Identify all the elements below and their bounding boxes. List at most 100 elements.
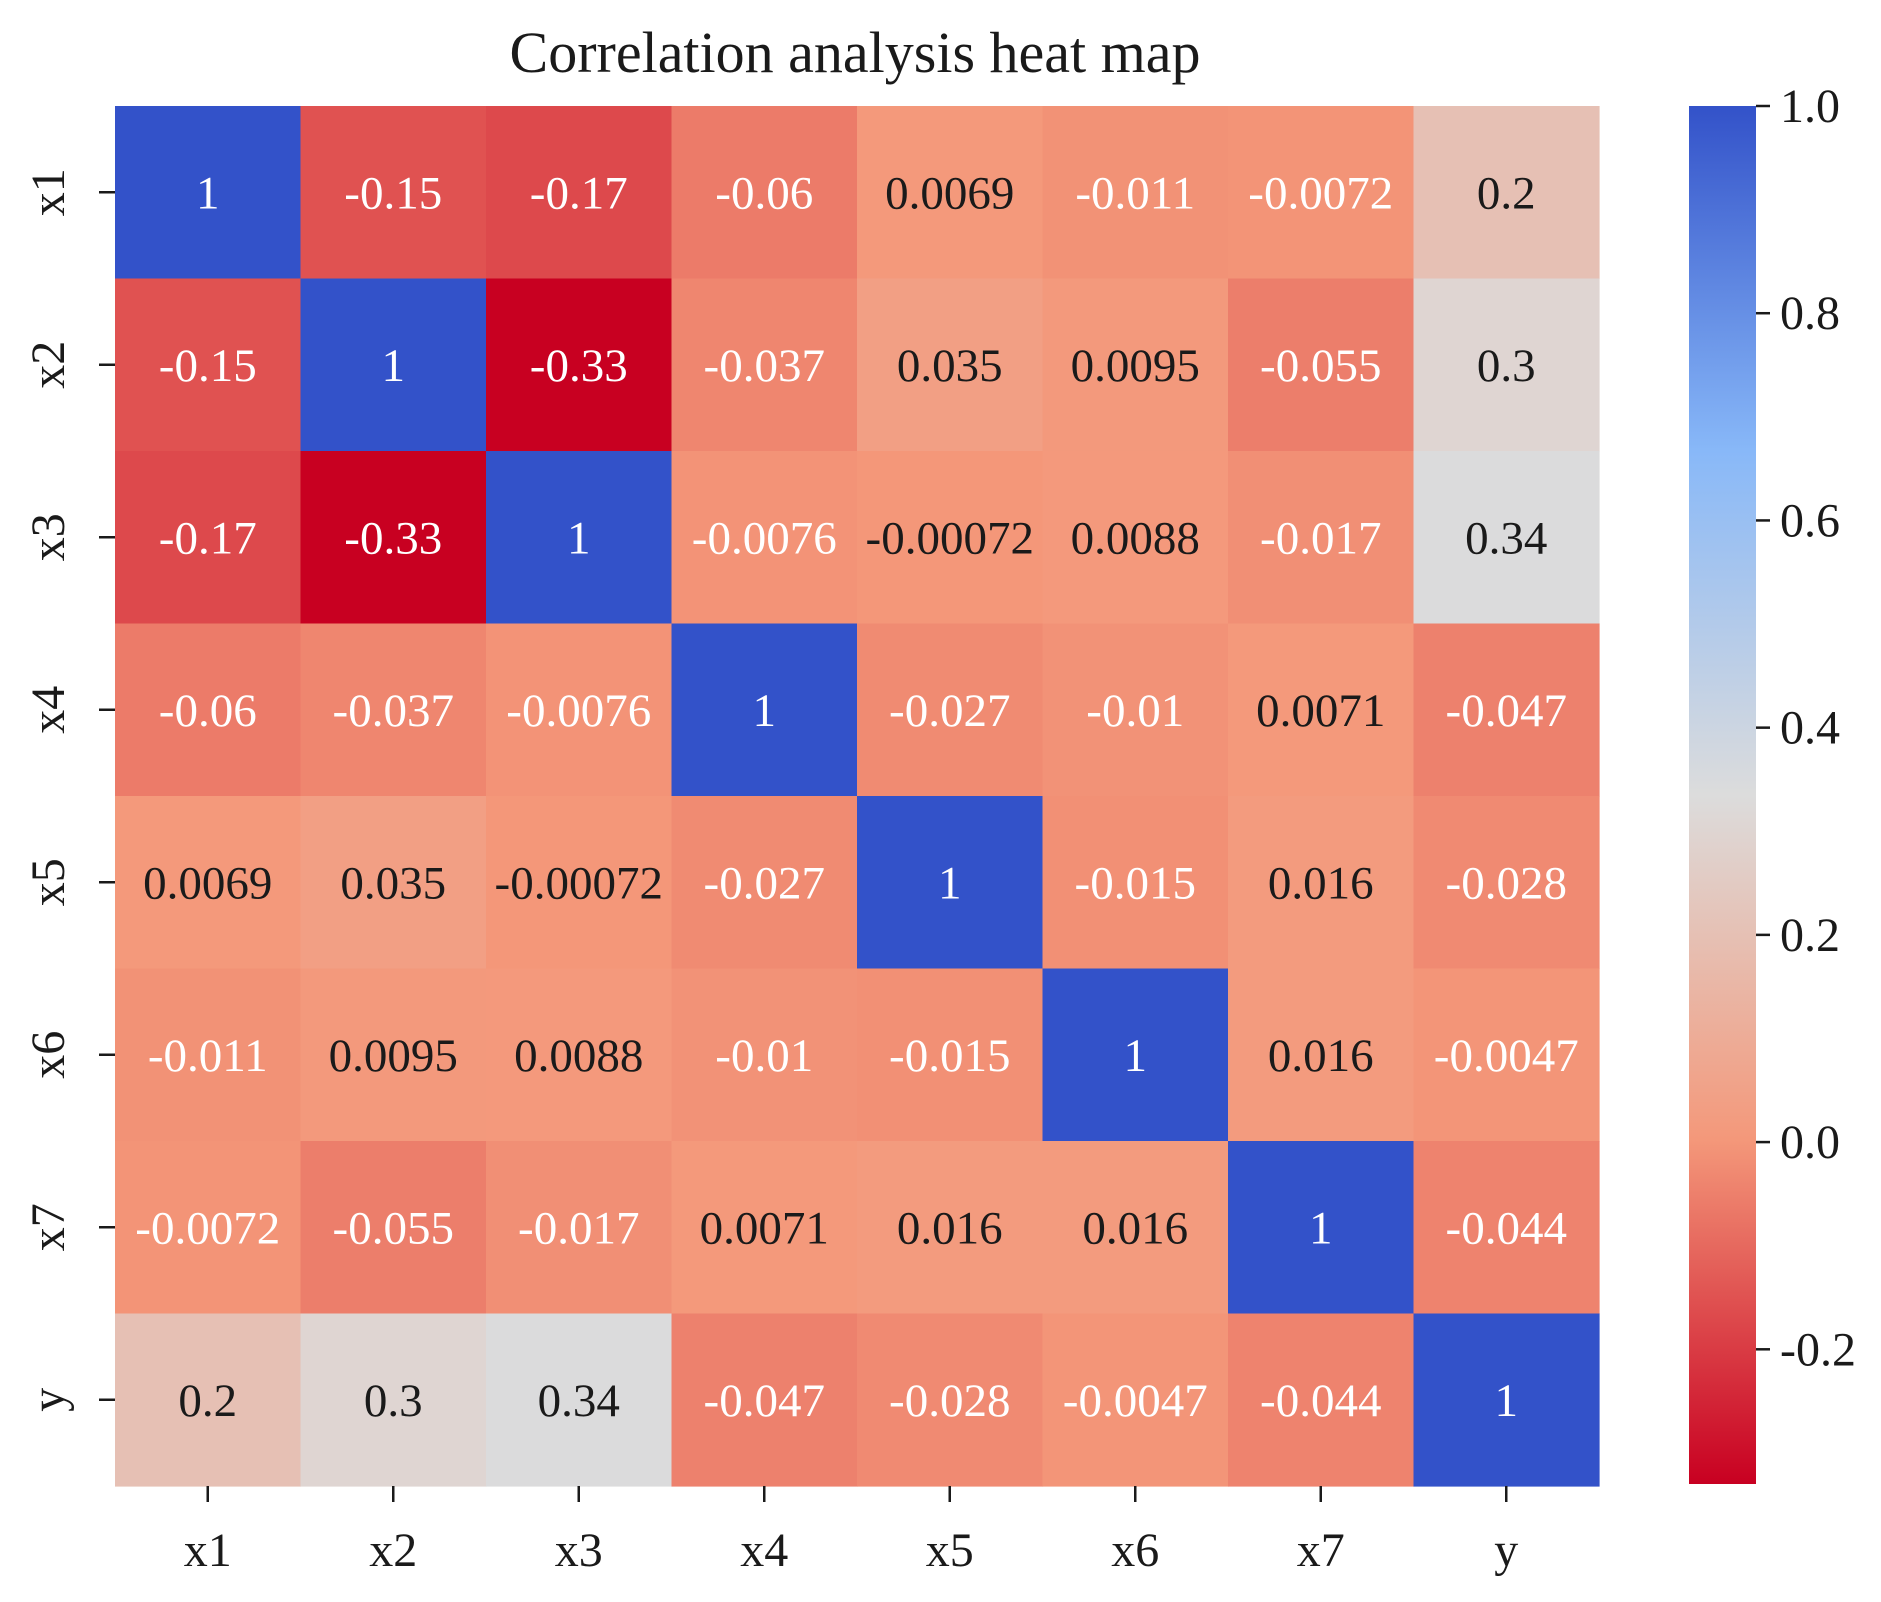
cell-value-label: 0.34 (538, 1375, 620, 1427)
y-tick-label-x3: x3 (22, 513, 75, 561)
cell-value-label: -0.0072 (1248, 167, 1393, 219)
y-tick-label-x1: x1 (22, 168, 75, 216)
cell-value-label: -0.037 (704, 340, 825, 392)
colorbar-tick-label: 0.6 (1780, 494, 1840, 547)
cell-value-label: 1 (1124, 1030, 1148, 1082)
heatmap-cell-x7-x4 (671, 1141, 858, 1315)
cell-value-label: 1 (1309, 1202, 1333, 1254)
colorbar-tick-label: 0.4 (1780, 702, 1840, 755)
cell-value-label: -0.17 (159, 512, 257, 564)
heatmap-cell-x7-x3 (486, 1141, 673, 1315)
colorbar (1689, 106, 1756, 1484)
heatmap-cell-x4-x4 (671, 623, 858, 797)
heatmap-cell-x7-x7 (1228, 1141, 1415, 1315)
colorbar-tick-label: -0.2 (1780, 1323, 1856, 1376)
heatmap-cell-y-x1 (115, 1313, 302, 1487)
heatmap-cell-y-x3 (486, 1313, 673, 1487)
heatmap-cells (115, 106, 1600, 1487)
y-tick-label-x2: x2 (22, 341, 75, 389)
heatmap-cell-x2-x6 (1042, 278, 1229, 452)
heatmap-cell-x1-x5 (857, 106, 1044, 280)
heatmap-cell-x5-x5 (857, 796, 1044, 970)
cell-value-label: -0.055 (1260, 340, 1381, 392)
cell-value-label: 0.0069 (885, 167, 1014, 219)
heatmap-cell-x1-x3 (486, 106, 673, 280)
heatmap-cell-x3-x6 (1042, 451, 1229, 625)
heatmap-cell-x7-x5 (857, 1141, 1044, 1315)
heatmap-cell-x3-x1 (115, 451, 302, 625)
y-tick-label-x6: x6 (22, 1031, 75, 1079)
cell-value-label: 0.016 (897, 1202, 1003, 1254)
heatmap-cell-x5-x4 (671, 796, 858, 970)
heatmap-cell-x4-y (1413, 623, 1600, 797)
cell-value-label: 1 (938, 857, 962, 909)
cell-value-label: 0.0088 (514, 1030, 643, 1082)
heatmap-cell-x2-y (1413, 278, 1600, 452)
heatmap-cell-x2-x5 (857, 278, 1044, 452)
cell-value-label: -0.0072 (135, 1202, 280, 1254)
cell-value-label: 0.016 (1268, 857, 1374, 909)
x-tick-label-x7: x7 (1297, 1524, 1345, 1577)
heatmap-cell-x4-x6 (1042, 623, 1229, 797)
cell-value-label: -0.055 (333, 1202, 454, 1254)
cell-value-label: -0.17 (530, 167, 628, 219)
cell-value-label: -0.0076 (506, 685, 651, 737)
x-tick-label-x3: x3 (555, 1524, 603, 1577)
x-tick-label-y: y (1494, 1524, 1518, 1577)
heatmap-cell-x6-x5 (857, 968, 1044, 1142)
heatmap-cell-x7-y (1413, 1141, 1600, 1315)
x-tick-label-x6: x6 (1111, 1524, 1159, 1577)
heatmap-cell-x3-x4 (671, 451, 858, 625)
cell-value-label: -0.15 (344, 167, 442, 219)
cell-value-label: -0.044 (1260, 1375, 1381, 1427)
cell-value-label: 0.0071 (1256, 685, 1385, 737)
cell-value-label: 0.2 (178, 1375, 237, 1427)
cell-value-label: 1 (1495, 1375, 1519, 1427)
heatmap-cell-x1-x6 (1042, 106, 1229, 280)
heatmap-cell-x5-x6 (1042, 796, 1229, 970)
heatmap-cell-x7-x2 (300, 1141, 487, 1315)
colorbar-tick-label: 1.0 (1780, 80, 1840, 133)
heatmap-cell-x5-x2 (300, 796, 487, 970)
y-tick-label-x7: x7 (22, 1203, 75, 1251)
cell-value-label: -0.027 (889, 685, 1010, 737)
heatmap-cell-x5-x1 (115, 796, 302, 970)
cell-value-label: -0.01 (715, 1030, 813, 1082)
colorbar-tick-label: 0.2 (1780, 909, 1840, 962)
heatmap-cell-labels: 1 -0.15 -0.17 -0.06 0.0069 -0.011 -0.0072 0.2-0… (135, 167, 1578, 1427)
cell-value-label: -0.017 (518, 1202, 639, 1254)
cell-value-label: 1 (753, 685, 777, 737)
x-axis: x1 x2 x3 x4 x5 x6 x7 y (184, 1486, 1518, 1577)
heatmap-cell-y-x6 (1042, 1313, 1229, 1487)
heatmap-cell-y-x4 (671, 1313, 858, 1487)
cell-value-label: 0.0069 (143, 857, 272, 909)
heatmap-cell-x7-x6 (1042, 1141, 1229, 1315)
heatmap-cell-x6-x7 (1228, 968, 1415, 1142)
cell-value-label: -0.15 (159, 340, 257, 392)
y-tick-label-x4: x4 (22, 686, 75, 734)
x-tick-label-x4: x4 (740, 1524, 788, 1577)
colorbar-tick-label: 0.0 (1780, 1116, 1840, 1169)
heatmap-cell-y-x5 (857, 1313, 1044, 1487)
heatmap-cell-x4-x1 (115, 623, 302, 797)
cell-value-label: -0.33 (530, 340, 628, 392)
heatmap-cell-x4-x3 (486, 623, 673, 797)
cell-value-label: -0.028 (889, 1375, 1010, 1427)
heatmap-cell-x2-x2 (300, 278, 487, 452)
heatmap-cell-x5-x7 (1228, 796, 1415, 970)
heatmap-cell-x4-x2 (300, 623, 487, 797)
heatmap-cell-x3-x7 (1228, 451, 1415, 625)
cell-value-label: -0.00072 (495, 857, 663, 909)
cell-value-label: 0.34 (1465, 512, 1547, 564)
cell-value-label: 0.3 (364, 1375, 423, 1427)
cell-value-label: -0.047 (704, 1375, 825, 1427)
heatmap-cell-x2-x7 (1228, 278, 1415, 452)
heatmap-cell-x6-x6 (1042, 968, 1229, 1142)
chart-title: Correlation analysis heat map (510, 20, 1201, 85)
cell-value-label: 0.035 (897, 340, 1003, 392)
cell-value-label: -0.027 (704, 857, 825, 909)
heatmap-cell-x1-x7 (1228, 106, 1415, 280)
cell-value-label: 0.2 (1477, 167, 1536, 219)
heatmap-cell-x3-x2 (300, 451, 487, 625)
